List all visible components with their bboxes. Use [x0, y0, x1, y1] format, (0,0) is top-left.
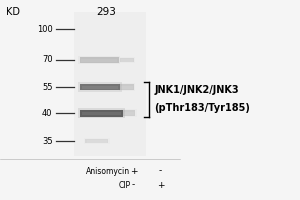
Text: Anisomycin: Anisomycin [86, 166, 130, 176]
Bar [80, 110, 123, 116]
Text: +: + [130, 166, 137, 176]
Bar [80, 84, 120, 90]
Bar [84, 138, 110, 144]
Text: +: + [157, 180, 164, 190]
Bar [118, 57, 135, 63]
Bar [120, 58, 134, 62]
Text: JNK1/JNK2/JNK3: JNK1/JNK2/JNK3 [154, 85, 239, 95]
Bar [123, 110, 135, 116]
Bar [82, 112, 121, 115]
Bar [82, 86, 118, 89]
Text: (pThr183/Tyr185): (pThr183/Tyr185) [154, 103, 250, 113]
Bar [78, 82, 122, 92]
Text: CIP: CIP [118, 180, 130, 190]
Bar [124, 112, 134, 115]
Bar [121, 59, 133, 62]
Text: 293: 293 [97, 7, 116, 17]
Text: 100: 100 [37, 24, 52, 33]
Text: -: - [132, 180, 135, 190]
Bar [74, 12, 146, 156]
Bar [120, 84, 134, 90]
Text: 35: 35 [42, 136, 52, 146]
Bar [87, 140, 107, 143]
Text: 40: 40 [42, 108, 52, 117]
Bar [121, 86, 133, 89]
Bar [78, 56, 120, 64]
Bar [78, 108, 124, 118]
Text: 70: 70 [42, 55, 52, 64]
Bar [82, 59, 116, 62]
Bar [118, 83, 135, 91]
Bar [85, 139, 108, 143]
Text: 55: 55 [42, 83, 52, 92]
Text: KD: KD [6, 7, 20, 17]
Bar [122, 109, 136, 117]
Text: -: - [159, 166, 162, 176]
Bar [80, 57, 118, 63]
